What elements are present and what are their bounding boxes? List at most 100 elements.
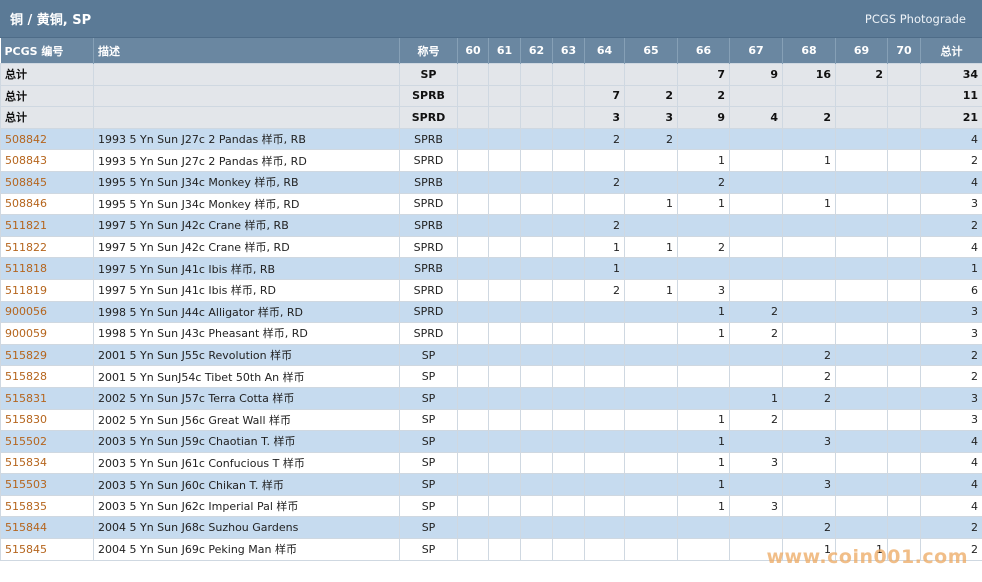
designation-cell: SP — [399, 538, 458, 561]
grade-count-cell — [887, 170, 921, 194]
designation-cell: SPRD — [399, 149, 458, 172]
table-row: 515845 2004 5 Yn Sun J69c Peking Man 样币 SP… — [0, 538, 982, 561]
grade-count-cell — [457, 214, 489, 237]
pcgs-number-link[interactable]: 508846 — [5, 197, 47, 211]
grade-count-cell — [520, 473, 553, 496]
table-row: 515829 2001 5 Yn Sun J55c Revolution 样币 SP… — [0, 343, 982, 367]
grade-count-cell — [835, 192, 888, 216]
grade-count-cell — [552, 430, 585, 453]
header-designation: 称号 — [399, 38, 458, 64]
grade-count-cell — [782, 278, 836, 302]
designation-cell: SPRB — [399, 214, 458, 237]
grade-count-cell — [835, 408, 888, 432]
pcgs-number-link[interactable]: 515831 — [5, 391, 47, 405]
grade-count-cell — [520, 365, 553, 388]
table-row: 515502 2003 5 Yn Sun J59c Chaotian T. 样币 S… — [0, 430, 982, 453]
grade-count-cell: 2 — [729, 408, 783, 432]
grade-count-cell: 3 — [782, 473, 836, 496]
pcgs-number-link[interactable]: 515844 — [5, 521, 47, 535]
pcgs-number-cell: 515835 — [0, 494, 94, 518]
grade-count-cell — [782, 494, 836, 518]
grade-count-cell — [729, 473, 783, 496]
pcgs-number-link[interactable]: 511819 — [5, 283, 47, 297]
description-cell: 2003 5 Yn Sun J60c Chikan T. 样币 — [93, 473, 400, 496]
pcgs-number-link[interactable]: 515503 — [5, 478, 47, 492]
designation-cell: SPRB — [399, 170, 458, 194]
table-row: 515835 2003 5 Yn Sun J62c Imperial Pal 样币… — [0, 494, 982, 518]
grade-count-cell — [488, 235, 521, 259]
pcgs-number-link[interactable]: 508845 — [5, 175, 47, 189]
pcgs-number-link[interactable]: 515829 — [5, 348, 47, 362]
pcgs-number-link[interactable]: 515830 — [5, 413, 47, 427]
description-cell: 2002 5 Yn Sun J56c Great Wall 样币 — [93, 408, 400, 432]
grade-count-cell — [624, 386, 678, 410]
grade-count-cell — [887, 408, 921, 432]
grade-count-cell — [552, 343, 585, 367]
pcgs-number-cell: 515502 — [0, 430, 94, 453]
grade-count-cell — [729, 430, 783, 453]
pcgs-number-link[interactable]: 515828 — [5, 370, 47, 384]
pcgs-number-link[interactable]: 515502 — [5, 434, 47, 448]
pcgs-number-link[interactable]: 511821 — [5, 218, 47, 232]
table-row: 900059 1998 5 Yn Sun J43c Pheasant 样币, RD… — [0, 322, 982, 345]
designation-cell: SPRB — [399, 84, 458, 108]
grade-count-cell: 2 — [920, 538, 982, 561]
grade-count-cell — [835, 106, 888, 129]
grade-count-cell: 21 — [920, 106, 982, 129]
grade-count-cell — [782, 235, 836, 259]
pcgs-number-link[interactable]: 900056 — [5, 305, 47, 319]
grade-count-cell: 11 — [920, 84, 982, 108]
grade-count-cell — [552, 408, 585, 432]
grade-count-cell — [488, 322, 521, 345]
pcgs-number-link[interactable]: 508843 — [5, 154, 47, 168]
grade-count-cell — [677, 516, 730, 540]
total-row: 总计 SPRB 7 2 2 11 — [0, 84, 982, 108]
grade-count-cell — [887, 63, 921, 86]
grade-count-cell — [488, 257, 521, 280]
grade-count-cell: 1 — [782, 149, 836, 172]
grade-count-cell: 2 — [920, 149, 982, 172]
grade-count-cell — [457, 127, 489, 151]
pcgs-number-link[interactable]: 515845 — [5, 542, 47, 556]
grade-count-cell — [552, 538, 585, 561]
table-row: 900056 1998 5 Yn Sun J44c Alligator 样币, R… — [0, 300, 982, 324]
grade-count-cell — [520, 214, 553, 237]
pcgs-number-link[interactable]: 511818 — [5, 262, 47, 276]
pcgs-number-cell: 511821 — [0, 214, 94, 237]
grade-count-cell: 2 — [782, 386, 836, 410]
table-row: 515831 2002 5 Yn Sun J57c Terra Cotta 样币 S… — [0, 386, 982, 410]
pcgs-number-link[interactable]: 515835 — [5, 499, 47, 513]
pcgs-number-link[interactable]: 515834 — [5, 456, 47, 470]
designation-cell: SP — [399, 408, 458, 432]
grade-count-cell — [457, 451, 489, 475]
header-pcgs-number: PCGS 编号 — [0, 38, 94, 64]
pcgs-number-link[interactable]: 508842 — [5, 132, 47, 146]
grade-count-cell — [887, 106, 921, 129]
grade-count-cell — [584, 300, 625, 324]
description-cell: 1997 5 Yn Sun J42c Crane 样币, RD — [93, 235, 400, 259]
pcgs-number-link[interactable]: 511822 — [5, 240, 47, 254]
pcgs-number-cell: 900059 — [0, 322, 94, 345]
pcgs-number-link[interactable]: 900059 — [5, 326, 47, 340]
description-cell: 2003 5 Yn Sun J61c Confucious T 样币 — [93, 451, 400, 475]
grade-count-cell — [584, 343, 625, 367]
description-cell: 1993 5 Yn Sun J27c 2 Pandas 样币, RB — [93, 127, 400, 151]
grade-count-cell — [782, 322, 836, 345]
grade-count-cell — [520, 127, 553, 151]
header-grade-70: 70 — [887, 38, 921, 64]
photograde-link[interactable]: PCGS Photograde — [864, 11, 966, 26]
grade-count-cell: 3 — [624, 106, 678, 129]
grade-count-cell: 2 — [584, 127, 625, 151]
pcgs-number-cell: 508843 — [0, 149, 94, 172]
grade-count-cell — [457, 494, 489, 518]
grade-count-cell — [887, 300, 921, 324]
grade-count-cell — [488, 430, 521, 453]
grade-count-cell — [584, 538, 625, 561]
grade-count-cell — [729, 365, 783, 388]
grade-count-cell — [552, 494, 585, 518]
header-grade-67: 67 — [729, 38, 783, 64]
designation-cell: SP — [399, 451, 458, 475]
description-cell: 2001 5 Yn Sun J55c Revolution 样币 — [93, 343, 400, 367]
header-grade-63: 63 — [552, 38, 585, 64]
description-cell: 1998 5 Yn Sun J43c Pheasant 样币, RD — [93, 322, 400, 345]
